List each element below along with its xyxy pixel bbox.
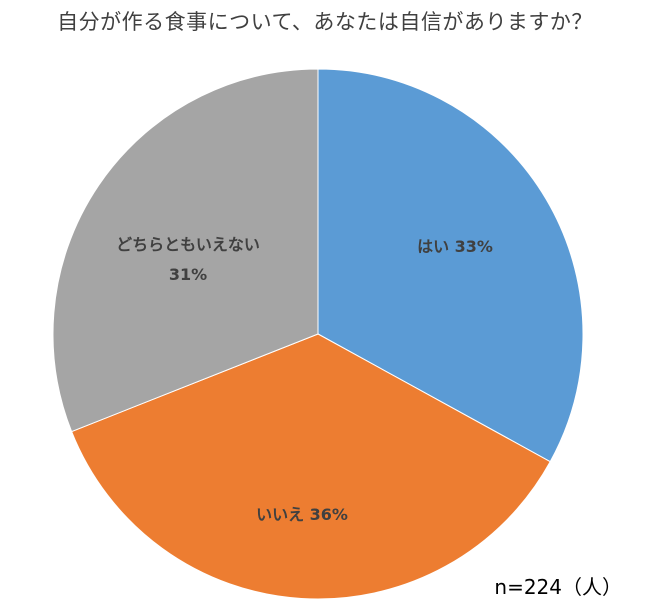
pie-labels: はい 33% いいえ 36% どちらともいえない 31% (116, 235, 493, 524)
chart-title: 自分が作る食事について、あなたは自信がありますか？ (57, 10, 593, 34)
pie-slices (52, 68, 584, 600)
pie-slice-3 (52, 68, 319, 433)
sample-size-note: n=224（人） (494, 575, 622, 599)
slice-label-3: どちらともいえない (116, 235, 260, 254)
slice-value-label-3: 31% (169, 265, 207, 284)
slice-label-2: いいえ 36% (256, 505, 348, 524)
pie-slice-2 (70, 333, 551, 600)
pie-slice-1 (317, 68, 584, 463)
slice-label-1: はい 33% (417, 237, 493, 256)
